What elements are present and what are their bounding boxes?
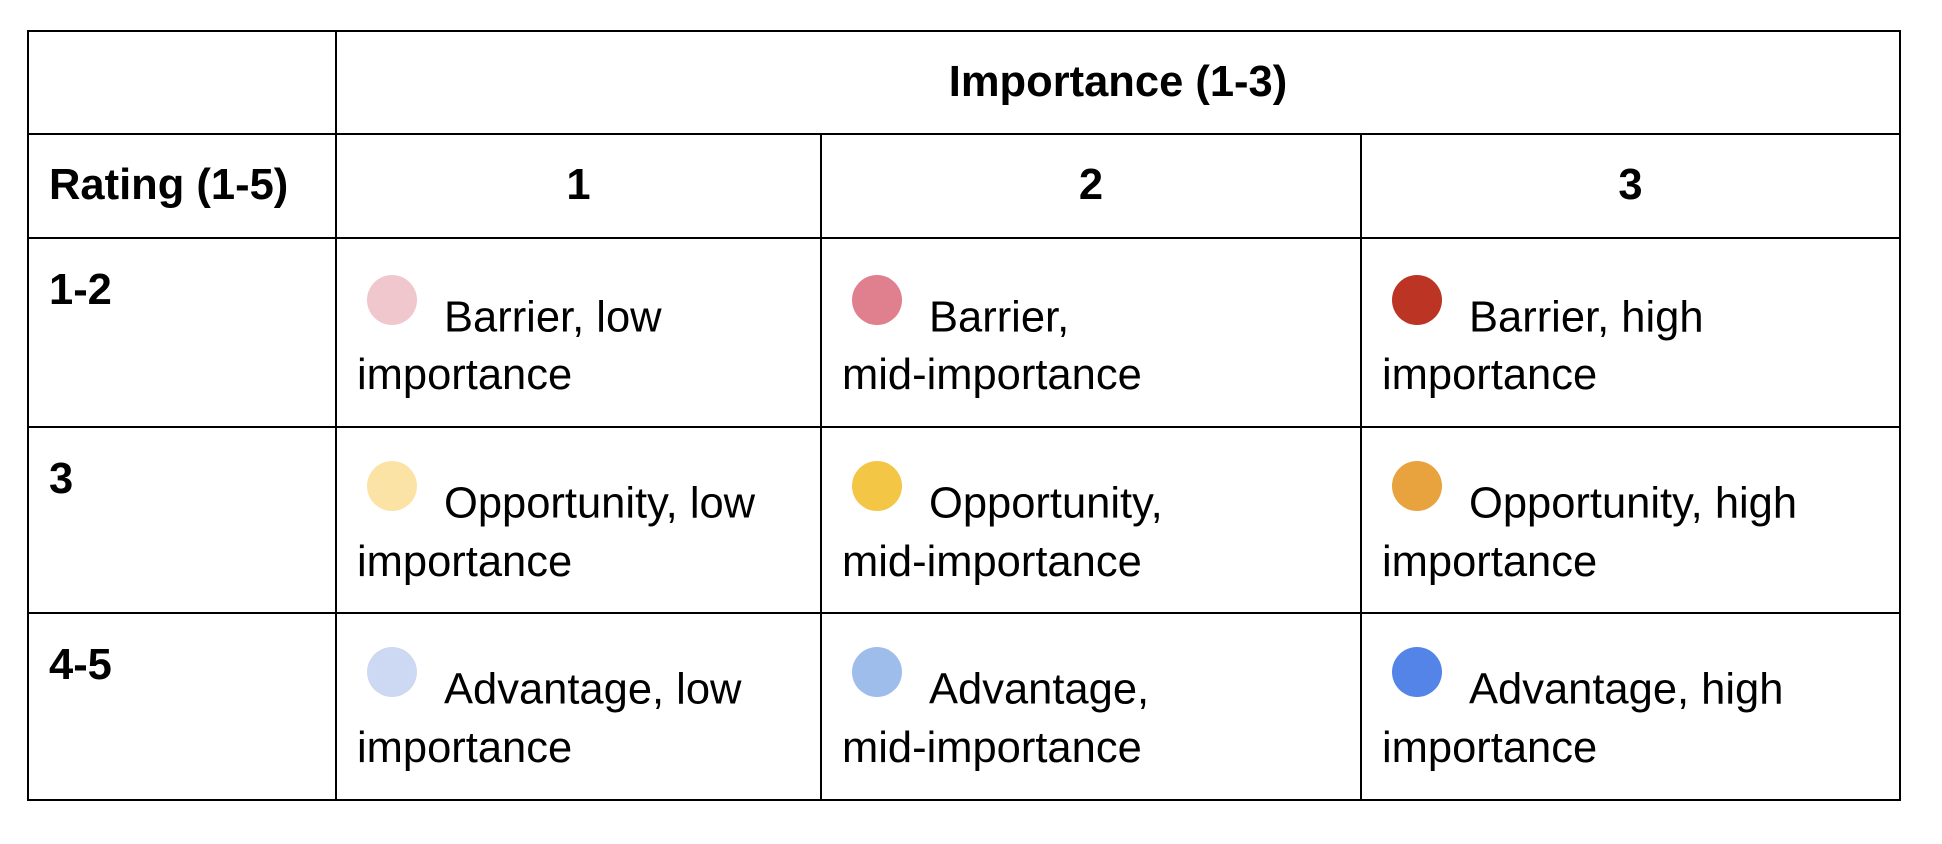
cell-label: Barrier, low importance	[357, 293, 662, 399]
rating-header: Rating (1-5)	[49, 161, 289, 209]
cell-label: Opportunity, low importance	[357, 479, 756, 586]
cell-paragraph: Opportunity, high importance	[1382, 461, 1879, 591]
rating-label-cell-3: 3	[27, 426, 337, 614]
cell-label: Opportunity, high importance	[1382, 479, 1798, 586]
orange-dot-icon	[1392, 461, 1442, 511]
light-blue-dot-icon	[367, 647, 417, 697]
cell-opportunity-high: Opportunity, high importance	[1359, 426, 1902, 614]
importance-level-2-cell: 2	[820, 133, 1362, 239]
rating-label-4-5: 4-5	[49, 641, 112, 689]
cell-label: Advantage, low importance	[357, 665, 742, 772]
table-row-advantage: 4-5 Advantage, low importance Advantage,…	[27, 612, 1902, 801]
cell-paragraph: Opportunity, low importance	[357, 461, 800, 591]
pink-dot-icon	[367, 274, 417, 325]
cell-barrier-mid: Barrier, mid-importance	[820, 237, 1362, 428]
rating-label-1-2: 1-2	[49, 266, 112, 314]
corner-cell	[27, 30, 337, 135]
cell-paragraph: Advantage, low importance	[357, 647, 800, 777]
cell-label: Barrier, mid-importance	[842, 293, 1142, 399]
cell-paragraph: Opportunity, mid-importance	[842, 461, 1164, 591]
cell-opportunity-mid: Opportunity, mid-importance	[820, 426, 1362, 614]
rating-label-cell-1-2: 1-2	[27, 237, 337, 428]
rating-label-cell-4-5: 4-5	[27, 612, 337, 801]
cell-opportunity-low: Opportunity, low importance	[335, 426, 822, 614]
cell-barrier-low: Barrier, low importance	[335, 237, 822, 428]
cell-advantage-high: Advantage, high importance	[1359, 612, 1902, 801]
rating-header-cell: Rating (1-5)	[27, 133, 337, 239]
cell-paragraph: Barrier, low importance	[357, 274, 800, 405]
cell-advantage-mid: Advantage, mid-importance	[820, 612, 1362, 801]
importance-level-2: 2	[1078, 161, 1104, 209]
importance-level-3-cell: 3	[1359, 133, 1902, 239]
rose-dot-icon	[852, 274, 902, 325]
importance-level-1: 1	[566, 161, 591, 209]
cell-barrier-high: Barrier, high importance	[1359, 237, 1902, 428]
cell-paragraph: Barrier, high importance	[1382, 274, 1879, 405]
importance-group-header: Importance (1-3)	[948, 58, 1288, 106]
table-row-levels-header: Rating (1-5) 1 2 3	[27, 133, 1902, 239]
rating-importance-matrix-table: Importance (1-3) Rating (1-5) 1 2 3	[27, 30, 1902, 801]
cell-advantage-low: Advantage, low importance	[335, 612, 822, 801]
blue-dot-icon	[1392, 647, 1442, 697]
cell-paragraph: Barrier, mid-importance	[842, 274, 1164, 405]
table-row-opportunity: 3 Opportunity, low importance Opportunit…	[27, 426, 1902, 614]
light-yellow-dot-icon	[367, 461, 417, 511]
cell-label: Opportunity, mid-importance	[842, 479, 1163, 586]
importance-level-3: 3	[1618, 161, 1643, 209]
table-row-importance-header: Importance (1-3)	[27, 30, 1902, 135]
table-row-barrier: 1-2 Barrier, low importance Barrier, mid…	[27, 237, 1902, 428]
dark-red-dot-icon	[1392, 274, 1442, 325]
rating-label-3: 3	[49, 455, 74, 503]
cell-paragraph: Advantage, mid-importance	[842, 647, 1164, 777]
importance-group-header-cell: Importance (1-3)	[334, 30, 1902, 135]
cell-paragraph: Advantage, high importance	[1382, 647, 1879, 777]
cell-label: Advantage, high importance	[1382, 665, 1784, 772]
cell-label: Advantage, mid-importance	[842, 665, 1150, 772]
yellow-dot-icon	[852, 461, 902, 511]
cell-label: Barrier, high importance	[1382, 293, 1704, 399]
medium-blue-dot-icon	[852, 647, 902, 697]
importance-level-1-cell: 1	[335, 133, 822, 239]
